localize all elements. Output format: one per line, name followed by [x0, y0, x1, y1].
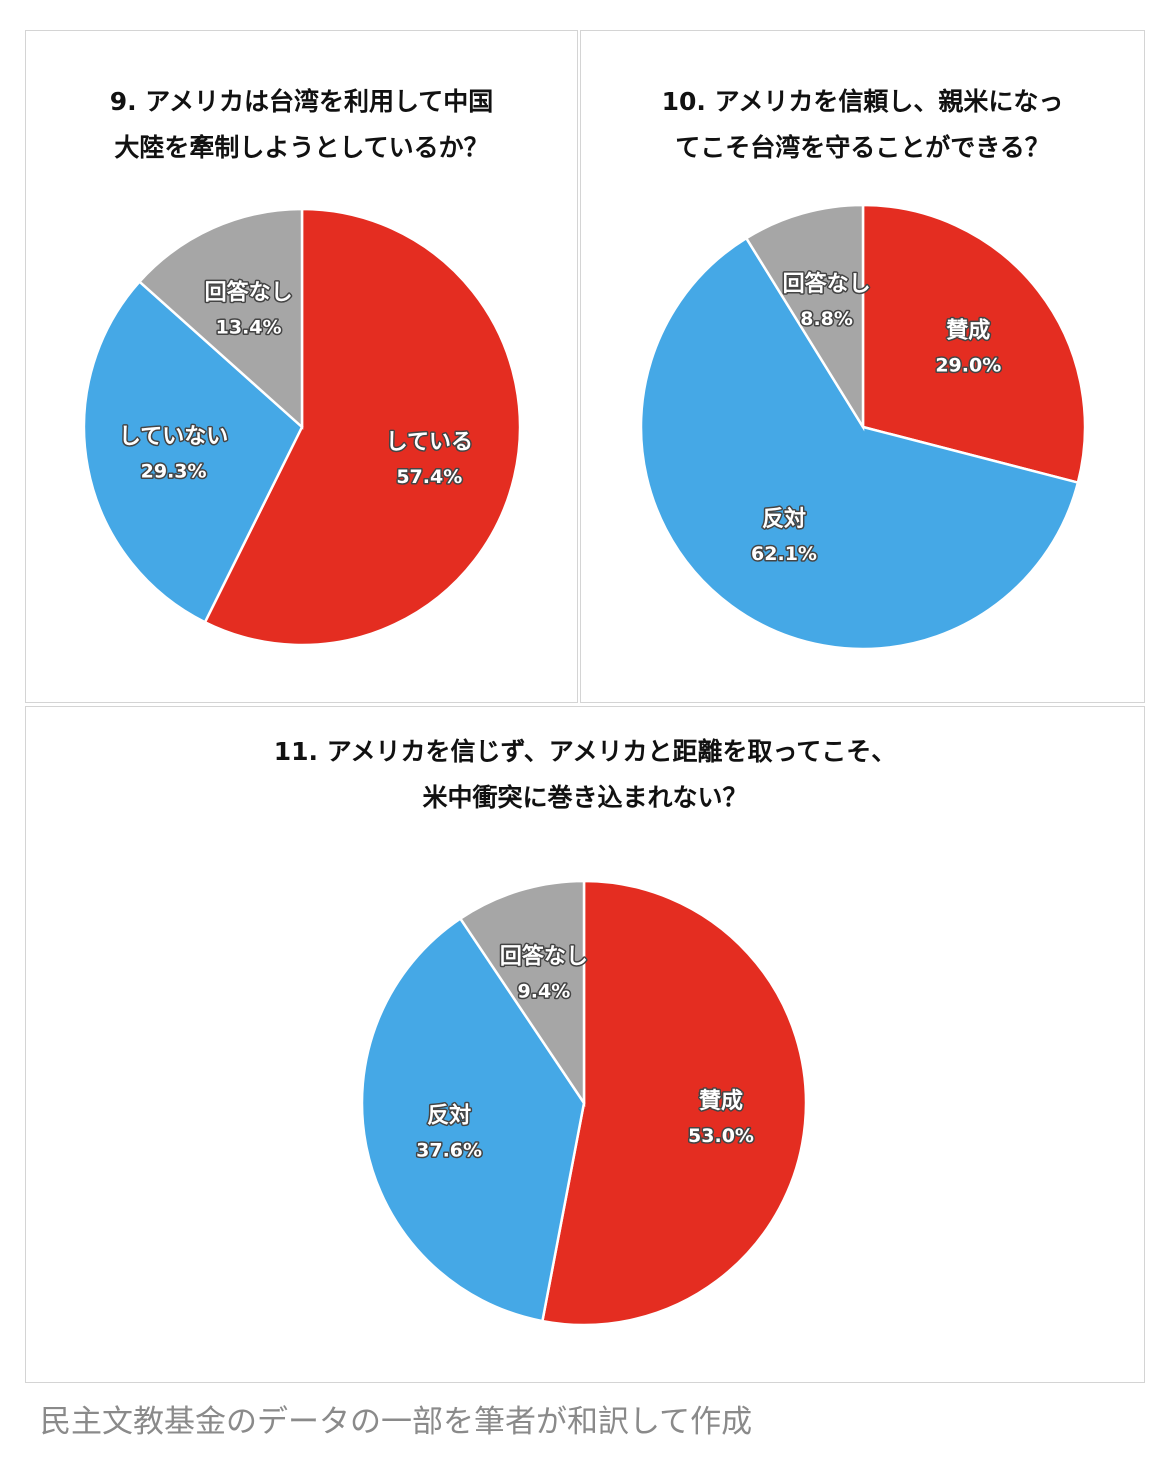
chart-panel-q9: 9. アメリカは台湾を利用して中国 大陸を牽制しようとしているか？ している 57…: [25, 30, 578, 703]
chart-title: 9. アメリカは台湾を利用して中国 大陸を牽制しようとしているか？: [26, 79, 577, 171]
slice-label: 回答なし: [500, 943, 588, 969]
pie-chart-q9: している 57.4% していない 29.3% 回答なし 13.4%: [82, 207, 522, 647]
pie-slice-none: [458, 879, 586, 1108]
slice-value-label: 9.4%: [518, 980, 571, 1002]
pie-slice-no: [639, 236, 1080, 651]
source-caption: 民主文教基金のデータの一部を筆者が和訳して作成: [40, 1404, 753, 1440]
chart-title-line-2: 米中衝突に巻き込まれない？: [422, 783, 748, 812]
slice-label: 賛成: [699, 1089, 743, 1114]
slice-label: 回答なし: [783, 271, 871, 297]
chart-title-line-1: 11. アメリカを信じず、アメリカと距離を取ってこそ、: [273, 737, 897, 766]
slice-value-label: 8.8%: [800, 308, 853, 330]
pie-slice-no: [360, 916, 586, 1323]
chart-panel-q11: 11. アメリカを信じず、アメリカと距離を取ってこそ、 米中衝突に巻き込まれない…: [25, 706, 1145, 1383]
slice-value-label: 62.1%: [751, 543, 817, 565]
slice-label: していない: [119, 425, 228, 450]
slice-label: 賛成: [946, 319, 990, 344]
slice-label: 回答なし: [205, 280, 293, 306]
slice-value-label: 29.0%: [935, 355, 1001, 377]
pie-slice-no: [82, 279, 304, 624]
pie-slice-yes: [203, 207, 522, 647]
chart-title: 10. アメリカを信頼し、親米になっ てこそ台湾を守ることができる？: [581, 79, 1144, 171]
pie-chart-q11: 賛成 53.0% 反対 37.6% 回答なし 9.4%: [360, 879, 808, 1327]
slice-label: 反対: [427, 1104, 471, 1129]
slice-value-label: 37.6%: [416, 1140, 482, 1162]
chart-title-line-2: 大陸を牽制しようとしているか？: [114, 133, 489, 162]
chart-title-line-2: てこそ台湾を守ることができる？: [675, 133, 1050, 162]
slice-label: している: [386, 430, 473, 455]
pie-slice-none: [137, 207, 304, 430]
slice-value-label: 53.0%: [688, 1125, 754, 1147]
chart-title: 11. アメリカを信じず、アメリカと距離を取ってこそ、 米中衝突に巻き込まれない…: [26, 729, 1144, 821]
slice-value-label: 29.3%: [141, 461, 207, 483]
chart-title-line-1: 9. アメリカは台湾を利用して中国: [109, 87, 494, 116]
pie-slice-yes: [861, 203, 1087, 485]
slice-value-label: 57.4%: [396, 466, 462, 488]
slice-label: 反対: [762, 507, 806, 532]
pie-slice-none: [744, 203, 865, 432]
chart-title-line-1: 10. アメリカを信頼し、親米になっ: [661, 87, 1064, 116]
pie-slice-yes: [540, 879, 808, 1327]
slice-value-label: 13.4%: [216, 317, 282, 339]
pie-chart-q10: 賛成 29.0% 反対 62.1% 回答なし 8.8%: [639, 203, 1087, 651]
chart-panel-q10: 10. アメリカを信頼し、親米になっ てこそ台湾を守ることができる？ 賛成 29.…: [580, 30, 1145, 703]
